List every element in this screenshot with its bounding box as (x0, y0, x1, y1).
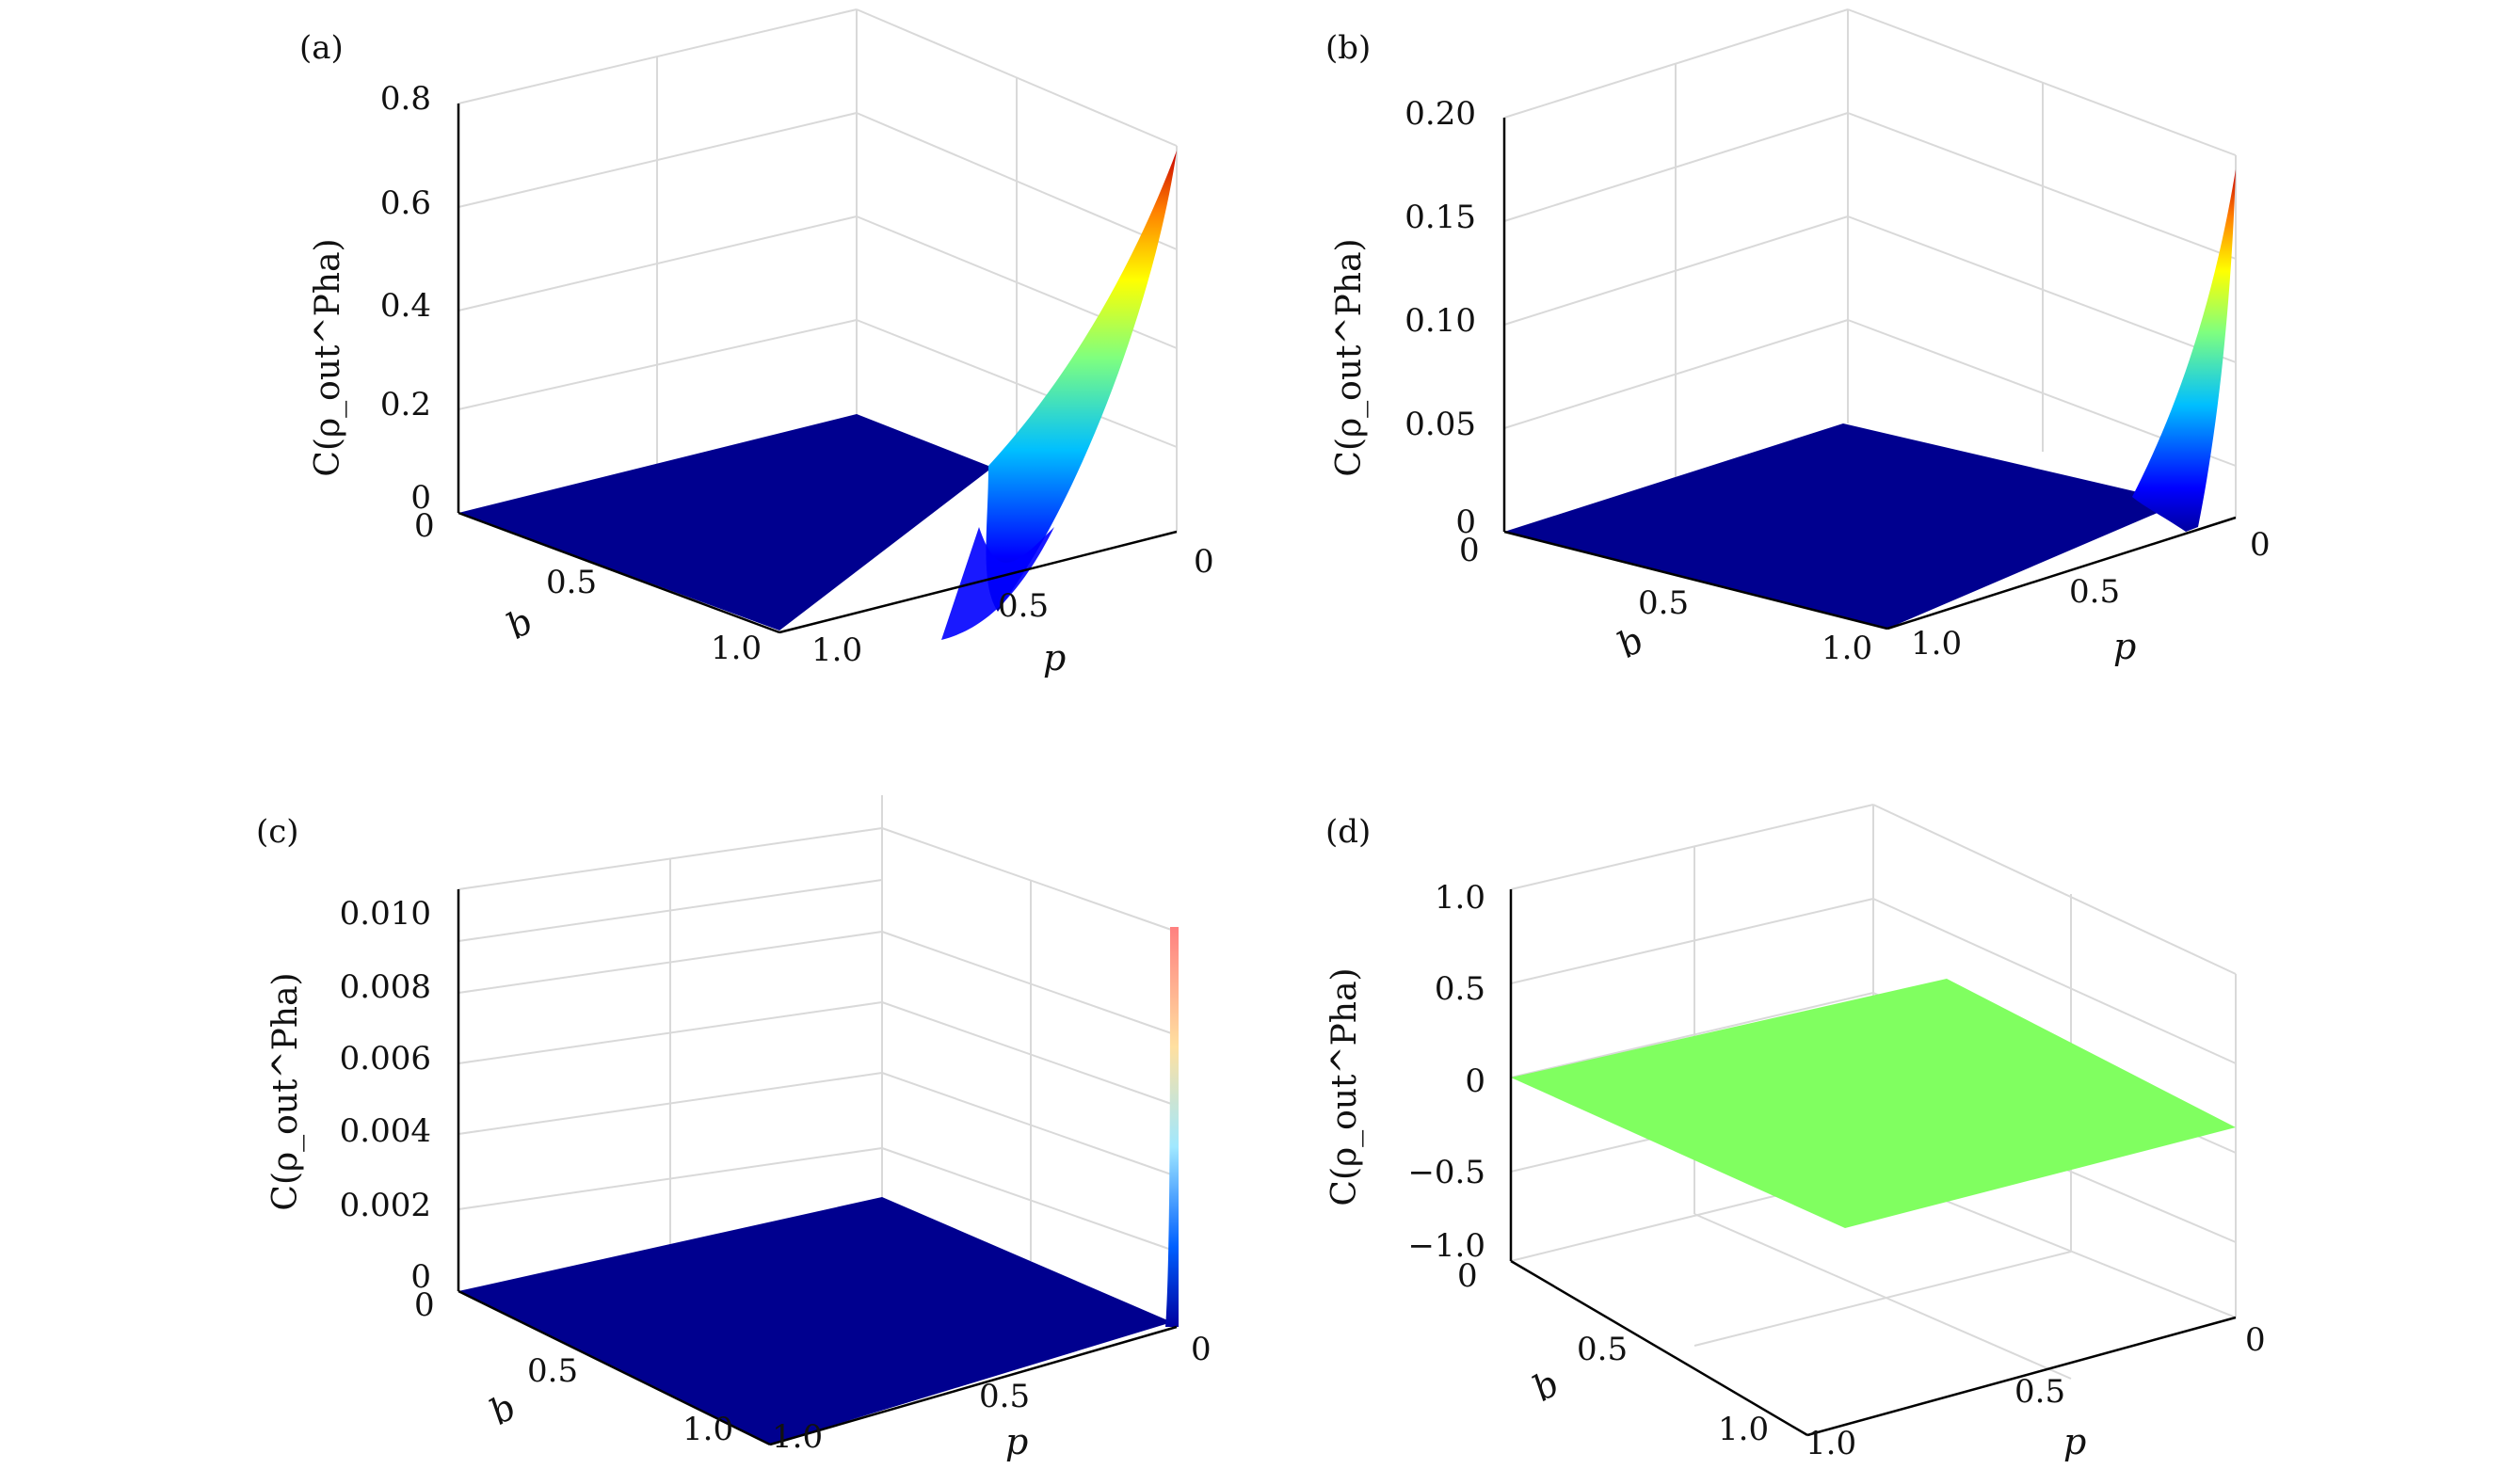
z-tick-label: 0 (1455, 503, 1476, 541)
panel-label-c: (c) (256, 813, 299, 851)
panel-b: (b) 0.20 0.15 0.10 0.0 (1325, 8, 2271, 667)
y-tick-label: 0.5 (1638, 584, 1689, 622)
axes-d (1509, 889, 2237, 1437)
surface-flat-b (1504, 423, 2186, 629)
y-tick-label: 1.0 (1718, 1411, 1769, 1448)
z-tick-label: 0.010 (340, 895, 431, 933)
y-ticks-d: 0 0.5 1.0 (1457, 1257, 1769, 1448)
y-ticks-c: 0 0.5 1.0 (414, 1286, 733, 1448)
y-tick-label: 0.5 (546, 564, 597, 601)
surface-spike-c (1165, 927, 1179, 1327)
y-ticks-a: 0 0.5 1.0 (414, 507, 762, 667)
z-tick-label: 1.0 (1435, 879, 1485, 917)
x-tick-label: 0.5 (2014, 1373, 2065, 1411)
y-axis-label-a: b (500, 600, 540, 647)
x-axis-label-a: p (1043, 637, 1066, 679)
z-ticks-a: 0.8 0.6 0.4 0.2 0 (380, 80, 431, 517)
y-axis-label-b: b (1611, 619, 1651, 666)
z-tick-label: 0.10 (1404, 302, 1476, 340)
z-axis-label-a: C(ρ_out^Pha) (309, 238, 347, 476)
x-tick-label: 0 (1191, 1331, 1212, 1368)
panel-label-a: (a) (299, 29, 344, 67)
z-tick-label: 0.5 (1435, 970, 1485, 1008)
z-tick-label: 0 (410, 1258, 431, 1296)
z-tick-label: 0 (410, 479, 431, 517)
y-axis-label-c: b (483, 1386, 523, 1433)
surface-rise-a (986, 151, 1177, 612)
surface-flat-a (458, 414, 988, 631)
z-tick-label: 0.4 (380, 287, 431, 325)
axes-a (457, 104, 1178, 634)
y-tick-label: 0 (1457, 1257, 1478, 1295)
z-axis-label-c: C(ρ_out^Pha) (266, 972, 305, 1210)
x-axis-label-c: p (1005, 1421, 1028, 1462)
x-tick-label: 0.5 (2069, 573, 2120, 611)
y-tick-label: 1.0 (711, 630, 762, 667)
z-tick-label: 0.6 (380, 184, 431, 222)
z-tick-label: 0.8 (380, 80, 431, 118)
surface-flat-c (458, 1197, 1172, 1445)
z-axis-label-text: C(ρ_out^Pha) (1325, 967, 1364, 1206)
x-tick-label: 1.0 (1806, 1425, 1856, 1462)
z-tick-label: 0 (1465, 1062, 1485, 1100)
surface-a (458, 151, 1177, 640)
x-tick-label: 0 (2250, 526, 2271, 564)
y-axis-label-d: b (1526, 1363, 1566, 1410)
panel-label-b: (b) (1325, 29, 1371, 67)
y-tick-label: 0 (414, 1286, 435, 1324)
y-tick-label: 0.5 (1577, 1331, 1628, 1368)
z-tick-label: 0.002 (340, 1187, 431, 1224)
axes-b (1502, 118, 2237, 631)
z-ticks-d: 1.0 0.5 0 −0.5 −1.0 (1407, 879, 1485, 1265)
y-tick-label: 1.0 (1822, 630, 1872, 667)
x-axis-label-b: p (2113, 626, 2136, 667)
grid-a (457, 8, 1178, 565)
z-tick-label: 0.008 (340, 968, 431, 1006)
z-axis-label-text: C(ρ_out^Pha) (266, 972, 305, 1210)
z-axis-label-b: C(ρ_out^Pha) (1330, 238, 1369, 476)
y-tick-label: 1.0 (682, 1411, 733, 1448)
z-tick-label: 0.2 (380, 386, 431, 423)
z-tick-label: 0.20 (1404, 95, 1476, 133)
z-tick-label: −0.5 (1407, 1154, 1485, 1191)
z-tick-label: 0.006 (340, 1040, 431, 1078)
x-axis-label-d: p (2063, 1421, 2086, 1462)
z-axis-label-text: C(ρ_out^Pha) (1330, 238, 1369, 476)
x-tick-label: 1.0 (811, 631, 862, 669)
z-axis-label-d: C(ρ_out^Pha) (1325, 967, 1364, 1206)
surface-plane-d (1511, 979, 2236, 1228)
z-ticks-b: 0.20 0.15 0.10 0.05 0 (1404, 95, 1476, 541)
y-tick-label: 0 (1459, 532, 1480, 569)
z-tick-label: 0.15 (1404, 199, 1476, 236)
z-tick-label: −1.0 (1407, 1227, 1485, 1265)
z-tick-label: 0.004 (340, 1112, 431, 1150)
panel-label-d: (d) (1325, 813, 1371, 851)
surface-b (1504, 169, 2236, 629)
x-ticks-d: 1.0 0.5 0 (1806, 1321, 2266, 1462)
x-tick-label: 1.0 (1911, 625, 1962, 663)
x-tick-label: 0 (1194, 543, 1214, 581)
panel-d: (d) 1.0 0.5 0 (1325, 804, 2266, 1462)
y-tick-label: 0.5 (527, 1352, 578, 1390)
x-tick-label: 0.5 (979, 1378, 1030, 1415)
x-ticks-b: 1.0 0.5 0 (1911, 526, 2271, 663)
surface-rise-b (2132, 169, 2236, 532)
z-ticks-c: 0.010 0.008 0.006 0.004 0.002 0 (340, 895, 431, 1296)
panel-a: (a) 0.8 0.6 0.4 (299, 8, 1214, 679)
surface-c (458, 927, 1179, 1445)
x-tick-label: 0 (2245, 1321, 2266, 1359)
y-tick-label: 0 (414, 507, 435, 545)
x-tick-label: 0.5 (998, 587, 1049, 625)
z-tick-label: 0.05 (1404, 406, 1476, 443)
x-ticks-c: 1.0 0.5 0 (772, 1331, 1212, 1456)
panel-c: (c) 0.010 0.0 (256, 795, 1212, 1462)
axes-c (457, 889, 1178, 1446)
x-tick-label: 1.0 (772, 1418, 823, 1456)
y-ticks-b: 0 0.5 1.0 (1459, 532, 1872, 667)
x-ticks-a: 1.0 0.5 0 (811, 543, 1214, 669)
z-axis-label-text: C(ρ_out^Pha) (309, 238, 347, 476)
